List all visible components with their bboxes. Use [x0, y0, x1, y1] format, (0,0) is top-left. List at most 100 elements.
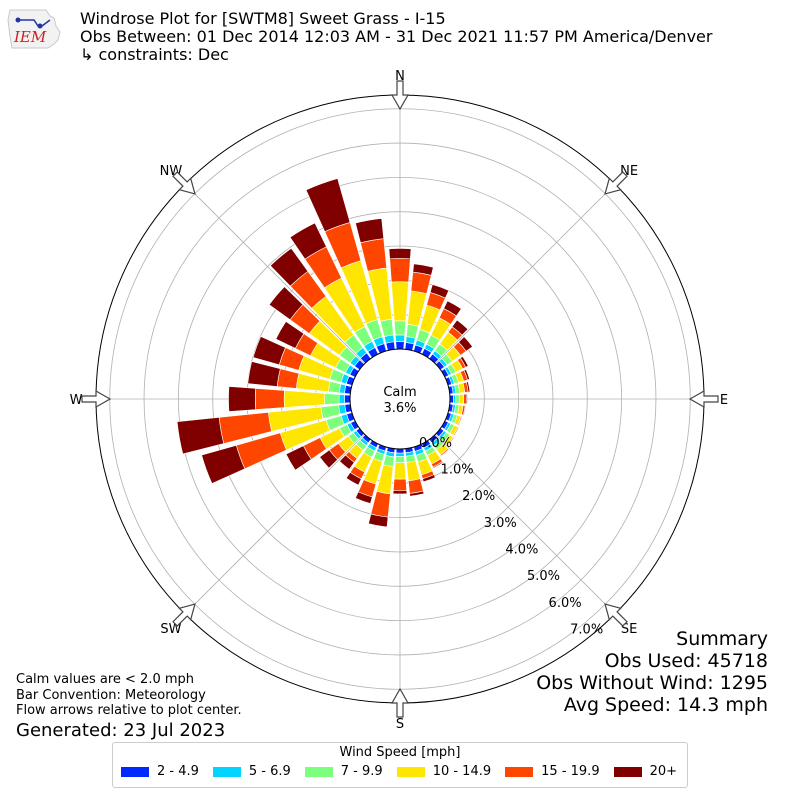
legend: Wind Speed [mph] 2 - 4.9 5 - 6.9 7 - 9.9 10…	[112, 742, 688, 788]
windrose-bar-segment	[458, 416, 463, 426]
windrose-bar-segment	[443, 300, 462, 317]
legend-label: 15 - 19.9	[541, 764, 600, 779]
legend-item: 7 - 9.9	[304, 764, 383, 779]
windrose-bar-segment	[368, 513, 389, 528]
windrose-bar-segment	[324, 393, 340, 405]
note-flow-arrows: Flow arrows relative to plot center.	[16, 703, 242, 718]
summary-obs-without-wind: Obs Without Wind: 1295	[536, 672, 768, 694]
radial-tick-label: 7.0%	[570, 623, 603, 638]
windrose-bar-segment	[283, 390, 326, 408]
summary-panel: Summary Obs Used: 45718 Obs Without Wind…	[536, 628, 768, 716]
flow-arrow-icon	[604, 171, 628, 195]
radial-tick-label: 1.0%	[441, 463, 474, 478]
flow-arrow-shape	[390, 687, 410, 718]
windrose-bar-segment	[269, 247, 309, 287]
windrose-bar-segment	[382, 455, 395, 467]
svg-text:IEM: IEM	[13, 28, 47, 46]
windrose-bar-segment	[447, 437, 455, 447]
flow-arrow-shape	[172, 603, 196, 627]
summary-obs-used: Obs Used: 45718	[604, 650, 768, 672]
windrose-bar-segment	[395, 452, 405, 457]
generated-date: Generated: 23 Jul 2023	[16, 719, 226, 741]
windrose-bar-segment	[392, 478, 408, 492]
legend-title: Wind Speed [mph]	[339, 745, 461, 760]
legend-item: 20+	[613, 764, 678, 779]
radial-tick-label: 3.0%	[484, 516, 517, 531]
legend-item: 15 - 19.9	[505, 764, 600, 779]
flow-arrow-icon	[172, 171, 196, 195]
windrose-bar-segment	[393, 320, 407, 336]
flow-arrow-icon	[81, 389, 112, 409]
windrose-bar-segment	[247, 361, 281, 387]
windrose-bar-segment	[344, 394, 351, 404]
legend-label: 5 - 6.9	[248, 764, 291, 779]
windrose-bar-segment	[458, 394, 465, 404]
legend-swatch	[212, 766, 241, 777]
windrose-bar-segment	[389, 258, 411, 283]
calm-value: 3.6%	[383, 401, 416, 416]
title-line-station: Windrose Plot for [SWTM8] Sweet Grass - …	[80, 9, 446, 28]
flow-arrow-shape	[81, 389, 112, 409]
grid-spoke	[435, 434, 616, 615]
legend-swatch	[304, 766, 333, 777]
direction-label: SW	[160, 622, 181, 637]
windrose-bar-segment	[388, 248, 412, 260]
legend-label: 20+	[649, 764, 678, 779]
direction-label: S	[396, 717, 404, 732]
legend-swatch	[396, 766, 425, 777]
windrose-bar-segment	[305, 178, 351, 233]
windrose-bar-segment	[201, 444, 246, 484]
flow-arrow-icon	[604, 603, 628, 627]
note-calm: Calm values are < 2.0 mph	[16, 672, 195, 687]
iem-logo: IEM	[7, 9, 61, 49]
windrose-bar-segment	[276, 368, 300, 389]
radial-tick-label: 0.0%	[419, 436, 452, 451]
windrose-bar-segment	[432, 461, 444, 469]
radial-tick-label: 6.0%	[549, 596, 582, 611]
flow-arrow-icon	[390, 687, 410, 718]
windrose-bar-segment	[393, 462, 407, 480]
flow-arrow-shape	[604, 171, 628, 195]
windrose-bar-segment	[355, 491, 373, 504]
windrose-bar-segment	[452, 394, 457, 404]
windrose-bar-segment	[328, 380, 342, 394]
flow-arrow-icon	[688, 389, 719, 409]
grid-spoke	[435, 183, 616, 364]
notes-panel: Calm values are < 2.0 mph Bar Convention…	[16, 672, 242, 742]
windrose-bar-segment	[395, 341, 405, 350]
windrose-bar-segment	[463, 393, 467, 405]
grid-spoke	[184, 183, 365, 364]
flow-arrow-shape	[688, 389, 719, 409]
windrose-bar-segment	[289, 222, 327, 260]
windrose-bar-segment	[395, 448, 405, 454]
radial-tick-label: 2.0%	[462, 489, 495, 504]
windrose-bar-segment	[228, 386, 256, 412]
radial-tick-label: 5.0%	[527, 569, 560, 584]
legend-label: 7 - 9.9	[340, 764, 383, 779]
windrose-bar-segment	[394, 334, 406, 342]
flow-arrow-shape	[390, 80, 410, 111]
title-line-period: Obs Between: 01 Dec 2014 12:03 AM - 31 D…	[80, 27, 713, 46]
windrose-bar-segment	[391, 281, 409, 322]
windrose-bar-segment	[285, 445, 312, 471]
chart-title: Windrose Plot for [SWTM8] Sweet Grass - …	[80, 10, 712, 64]
legend-label: 10 - 14.9	[432, 764, 492, 779]
windrose-bar-segment	[463, 368, 470, 381]
windrose-bar-segment	[465, 393, 468, 405]
windrose-bar-segment	[345, 472, 362, 486]
legend-swatch	[613, 766, 642, 777]
note-bar-convention: Bar Convention: Meteorology	[16, 687, 206, 703]
summary-avg-speed: Avg Speed: 14.3 mph	[563, 694, 768, 716]
flow-arrow-icon	[390, 80, 410, 111]
windrose-bar-segment	[410, 271, 432, 294]
windrose-bar-segment	[254, 388, 285, 410]
windrose-bar-segment	[440, 448, 450, 457]
windrose-bar-segment	[412, 263, 434, 276]
windrose-bar-segment	[339, 454, 355, 470]
windrose-bar-segment	[459, 356, 469, 368]
flow-arrow-shape	[604, 603, 628, 627]
windrose-bar-segment	[429, 284, 450, 299]
flow-arrow-shape	[172, 171, 196, 195]
windrose-bar-segment	[370, 491, 391, 518]
windrose-bar-segment	[268, 286, 304, 321]
